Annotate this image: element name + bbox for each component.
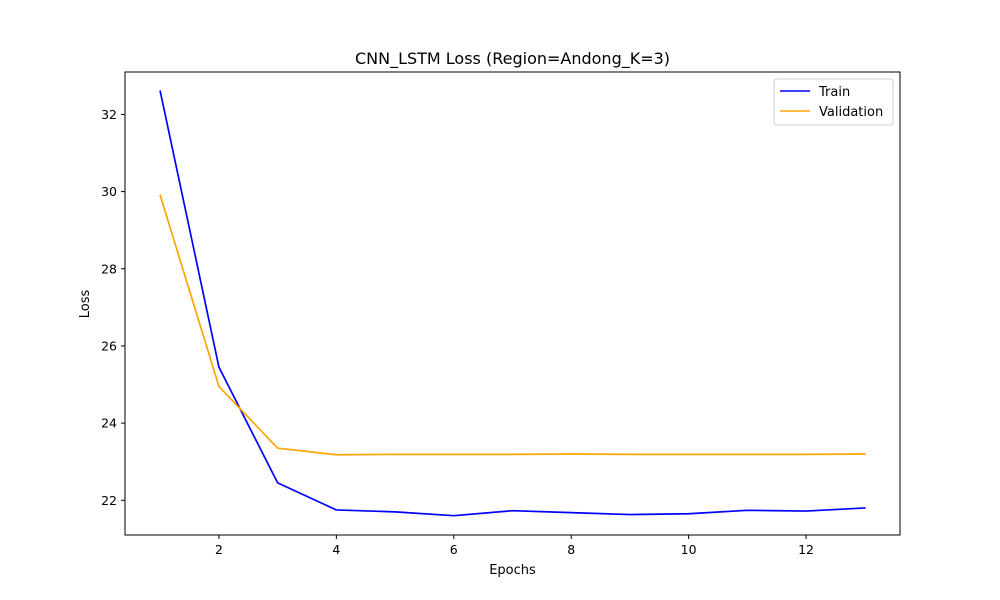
y-tick-label: 22 <box>101 493 117 508</box>
x-tick-label: 4 <box>332 542 340 557</box>
series-line-validation <box>159 194 866 456</box>
y-tick-label: 28 <box>101 261 117 276</box>
plot-area <box>159 90 866 517</box>
x-tick-label: 8 <box>567 542 575 557</box>
series-line-train <box>159 90 866 517</box>
x-tick-label: 6 <box>450 542 458 557</box>
y-tick-label: 32 <box>101 107 117 122</box>
y-tick-label: 30 <box>101 184 117 199</box>
legend-label-validation: Validation <box>819 105 883 120</box>
x-tick-label: 10 <box>681 542 697 557</box>
x-tick-label: 2 <box>215 542 223 557</box>
legend-label-train: Train <box>818 85 850 100</box>
x-tick-label: 12 <box>798 542 814 557</box>
y-tick-label: 26 <box>101 338 117 353</box>
y-axis-label: Loss <box>78 290 93 319</box>
x-axis-label: Epochs <box>489 563 536 578</box>
axes-frame <box>124 71 901 536</box>
legend: Train Validation <box>773 78 894 126</box>
chart-title: CNN_LSTM Loss (Region=Andong_K=3) <box>355 49 670 69</box>
y-tick-label: 24 <box>101 416 117 431</box>
